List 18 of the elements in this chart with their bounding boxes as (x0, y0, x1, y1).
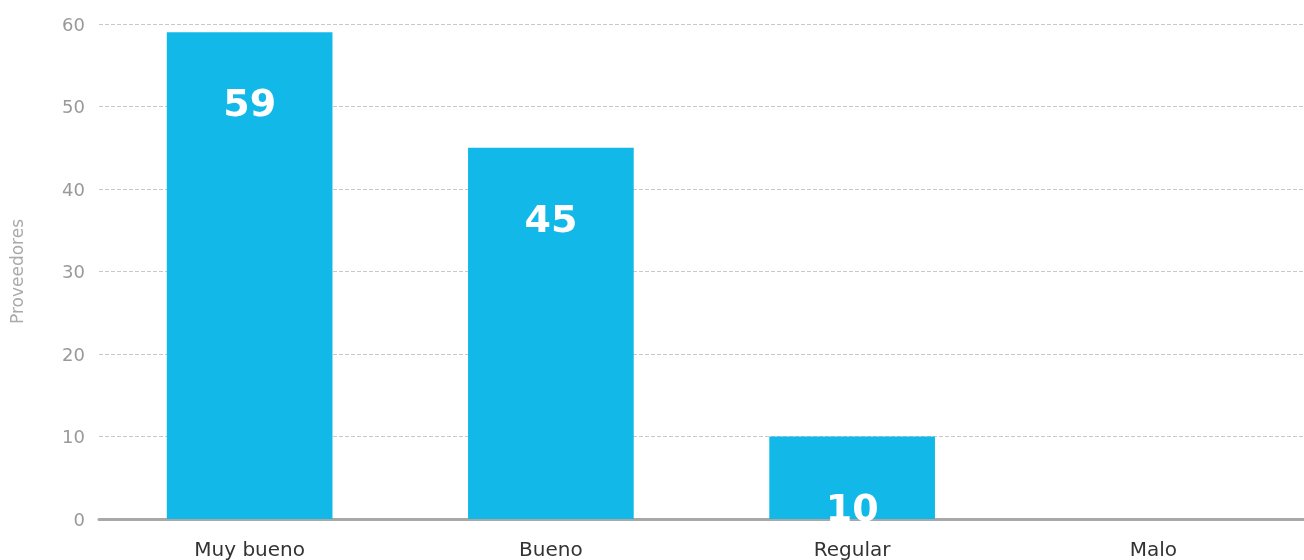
x-tick-label: Muy bueno (194, 537, 305, 560)
data-label: 45 (524, 196, 578, 241)
y-tick-label: 60 (62, 13, 85, 35)
x-tick-label: Bueno (519, 537, 583, 560)
x-tick-label: Regular (813, 537, 892, 560)
y-tick-label: 30 (62, 261, 85, 282)
data-label: 10 (825, 485, 879, 530)
y-axis-title: Proveedores (6, 218, 27, 325)
bar (468, 147, 634, 519)
y-tick-label: 40 (62, 178, 85, 200)
y-tick-label: 20 (62, 343, 85, 365)
bar (166, 32, 333, 519)
bar (769, 436, 935, 519)
x-tick-label: Malo (1129, 537, 1178, 560)
y-tick-label: 10 (62, 426, 85, 447)
y-tick-label: 50 (62, 96, 85, 117)
y-tick-label: 0 (73, 508, 85, 530)
data-label: 59 (223, 81, 277, 126)
